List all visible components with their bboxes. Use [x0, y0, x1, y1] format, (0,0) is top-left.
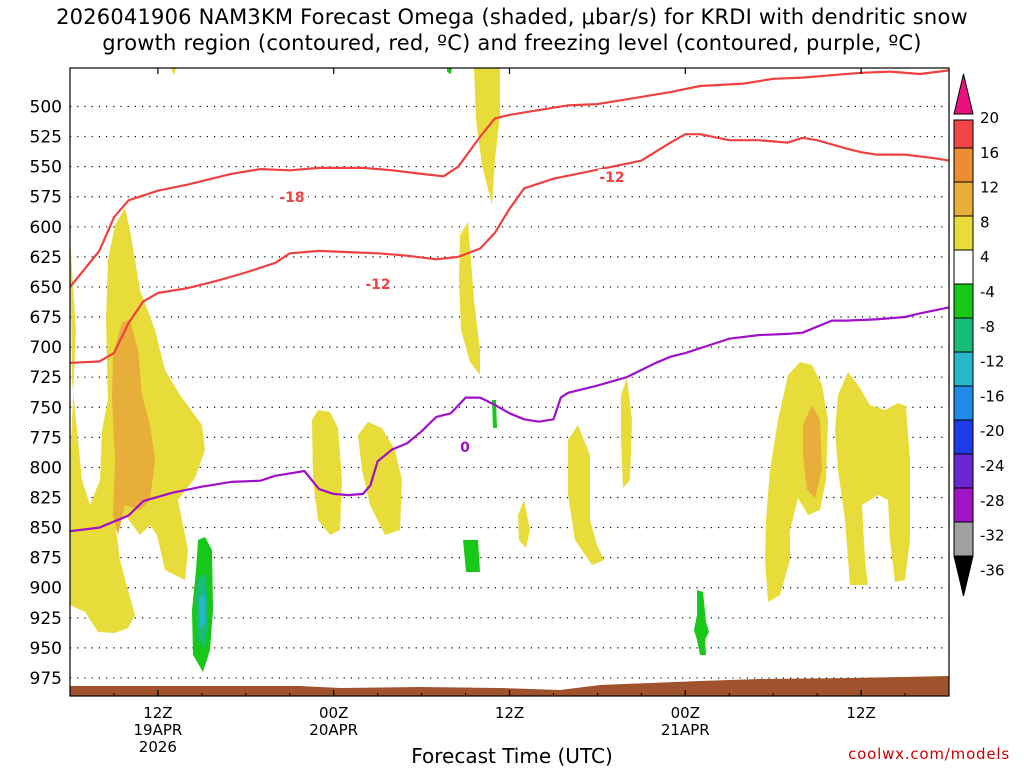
colorbar-label: 20 — [980, 109, 999, 127]
y-tick-label: 975 — [30, 669, 62, 689]
gridlines — [70, 105, 949, 679]
y-tick-label: 850 — [30, 519, 62, 539]
colorbar-bin — [953, 419, 974, 455]
x-tick-label: 00Z — [319, 704, 348, 722]
colorbar-bin — [953, 215, 974, 251]
y-tick-label: 525 — [30, 128, 62, 148]
y-tick-label: 925 — [30, 609, 62, 629]
colorbar-bin — [953, 521, 974, 557]
omega-region-col-18z — [568, 425, 604, 565]
omega-core-right — [803, 405, 822, 498]
y-tick-label: 900 — [30, 579, 62, 599]
omega-region-far-right-col — [835, 372, 910, 585]
colorbar-bin — [953, 283, 974, 319]
contour-lines — [70, 69, 949, 533]
sinking-top-speck — [447, 68, 452, 74]
contour-labels: -18 -12 -12 0 — [278, 169, 628, 456]
colorbar-label: -32 — [980, 527, 1005, 545]
terrain-band — [70, 676, 949, 696]
y-tick-label: 675 — [30, 308, 62, 328]
y-tick-label: 625 — [30, 248, 62, 268]
contour-label-freezing: 0 — [460, 440, 470, 456]
y-tick-label: 800 — [30, 458, 62, 478]
colorbar-label: -36 — [980, 561, 1005, 579]
y-tick-label: 550 — [30, 158, 62, 178]
y-tick-label: 950 — [30, 639, 62, 659]
colorbar-label: 16 — [980, 144, 999, 162]
colorbar-label: 8 — [980, 213, 990, 231]
y-tick-label: 575 — [30, 188, 62, 208]
contour-freezing-level — [70, 306, 949, 533]
colorbar-bin — [953, 487, 974, 523]
colorbar-bin — [953, 119, 974, 149]
colorbar-label: -4 — [980, 283, 995, 301]
sinking-thin-center — [492, 400, 497, 428]
colorbar-bin — [953, 181, 974, 217]
colorbar-bin — [953, 147, 974, 183]
colorbar-label: -20 — [980, 422, 1005, 440]
x-tick-label: 19APR — [133, 721, 182, 739]
omega-region-small-12z — [518, 500, 530, 548]
y-tick-label: 825 — [30, 488, 62, 508]
colorbar-label: -12 — [980, 353, 1005, 371]
colorbar-label: 4 — [980, 248, 990, 266]
colorbar-bin — [953, 317, 974, 353]
x-tick-label: 12Z — [143, 704, 172, 722]
y-tick-label: 750 — [30, 398, 62, 418]
omega-core-left — [112, 320, 155, 535]
colorbar-label: -24 — [980, 457, 1005, 475]
colorbar-label: -8 — [980, 318, 995, 336]
contour-label-minus-18: -18 — [279, 190, 304, 206]
site-credit: coolwx.com/models — [848, 745, 1010, 763]
sinking-small-center — [463, 540, 480, 572]
colorbar-top-arrow — [953, 73, 974, 115]
omega-region-mid-spike — [459, 222, 480, 375]
y-tick-label: 500 — [30, 97, 62, 117]
y-tick-label: 700 — [30, 338, 62, 358]
colorbar: 20 16 12 8 4 -4 -8 -12 -16 -20 -24 -28 -32 -36 — [953, 73, 1005, 597]
sinking-right — [694, 590, 709, 655]
y-tick-label: 875 — [30, 549, 62, 569]
omega-region-top-spike — [474, 68, 500, 205]
x-tick-label: 20APR — [309, 721, 358, 739]
colorbar-bin — [953, 351, 974, 387]
colorbar-bottom-arrow — [953, 555, 974, 597]
x-tick-label: 12Z — [495, 704, 524, 722]
colorbar-label: 12 — [980, 179, 999, 197]
colorbar-label: -28 — [980, 492, 1005, 510]
chart-title-line-2: growth region (contoured, red, ºC) and f… — [102, 31, 922, 55]
y-tick-label: 600 — [30, 218, 62, 238]
colorbar-bin — [953, 249, 974, 285]
contour-dgz-bottom — [70, 133, 949, 364]
x-tick-label: 2026 — [139, 738, 177, 756]
sinking-innermost-cyan — [199, 594, 205, 628]
x-tick-label: 00Z — [671, 704, 700, 722]
x-axis-title: Forecast Time (UTC) — [411, 744, 613, 768]
contour-dgz-top — [70, 69, 949, 288]
y-tick-label: 650 — [30, 278, 62, 298]
chart-title-line-1: 2026041906 NAM3KM Forecast Omega (shaded… — [56, 5, 968, 29]
colorbar-label: -16 — [980, 387, 1005, 405]
y-tick-label: 725 — [30, 368, 62, 388]
colorbar-bin — [953, 385, 974, 421]
contour-label-minus-12-left: -12 — [365, 277, 390, 293]
omega-region-tiny-top — [171, 68, 176, 75]
contour-label-minus-12-right: -12 — [599, 170, 624, 186]
x-tick-label: 12Z — [846, 704, 875, 722]
omega-plus-8-region — [112, 320, 822, 535]
colorbar-bin — [953, 453, 974, 489]
y-axis: 500 525 550 575 600 625 650 675 700 725 750 775 800 8… — [30, 97, 62, 688]
omega-minus-12-region — [196, 572, 208, 648]
omega-region-col-20z — [312, 410, 342, 535]
x-tick-label: 21APR — [661, 721, 710, 739]
omega-region-thin-col — [621, 378, 632, 488]
y-tick-label: 775 — [30, 428, 62, 448]
